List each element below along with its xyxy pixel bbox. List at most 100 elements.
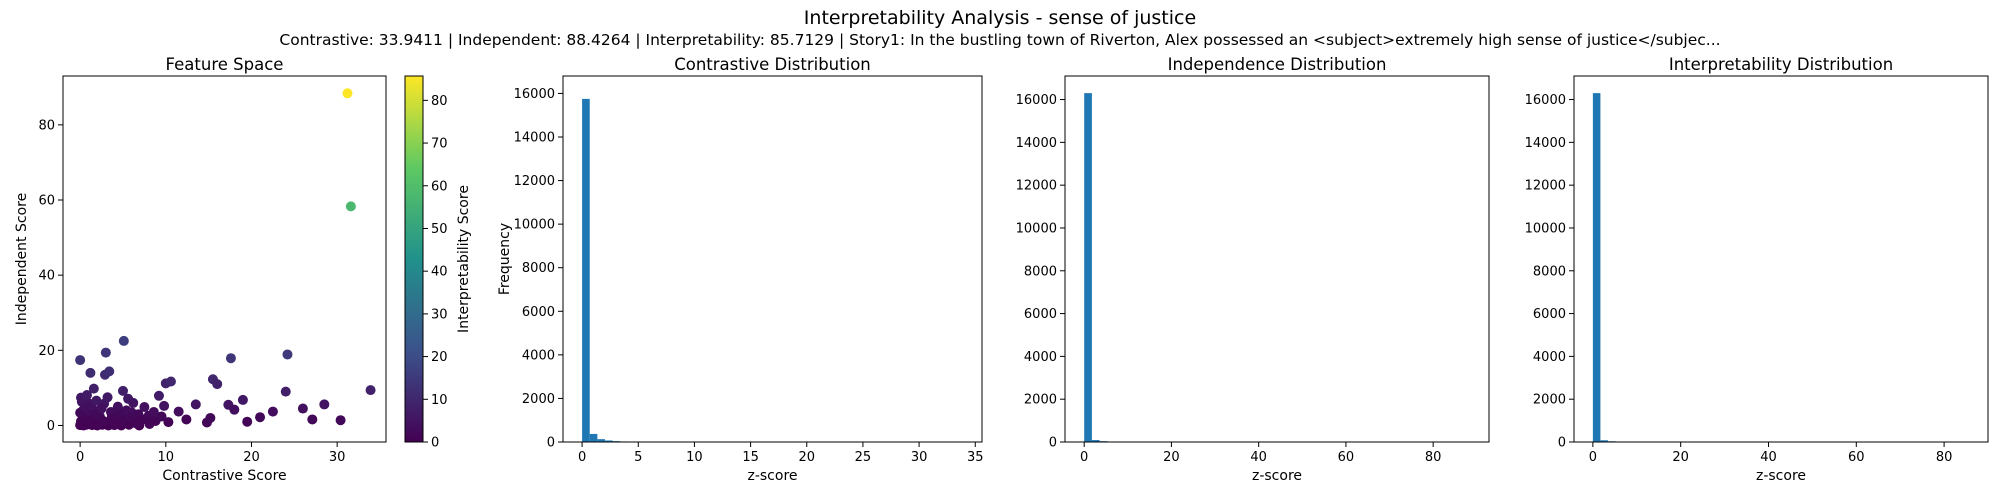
scatter-point xyxy=(148,406,159,417)
scatter-point xyxy=(297,403,308,414)
scatter-point xyxy=(181,414,192,425)
x-tick-label: 40 xyxy=(1250,450,1267,465)
scatter-point xyxy=(85,367,96,378)
y-tick-label: 16000 xyxy=(1525,93,1566,108)
panel-title: Interpretability Distribution xyxy=(1669,55,1893,74)
scatter-point xyxy=(255,412,266,423)
scatter-point xyxy=(102,392,113,403)
scatter-point xyxy=(212,379,223,390)
y-tick-label: 80 xyxy=(38,118,55,133)
colorbar-tick-label: 80 xyxy=(431,94,448,109)
x-tick-label: 0 xyxy=(578,450,586,465)
scatter-point xyxy=(81,390,92,401)
y-tick-label: 12000 xyxy=(1016,179,1057,194)
colorbar-tick-label: 50 xyxy=(431,222,448,237)
colorbar-tick-label: 60 xyxy=(431,179,448,194)
colorbar-tick-label: 40 xyxy=(431,265,448,280)
y-tick-label: 16000 xyxy=(514,87,555,102)
x-tick-label: 20 xyxy=(798,450,815,465)
x-tick-label: 25 xyxy=(855,450,872,465)
scatter-point xyxy=(335,415,346,426)
figure-title: Interpretability Analysis - sense of jus… xyxy=(803,7,1197,29)
scatter-point xyxy=(267,406,278,417)
y-tick-label: 2000 xyxy=(522,392,555,407)
x-tick-label: 40 xyxy=(1760,450,1777,465)
colorbar-tick-label: 30 xyxy=(431,307,448,322)
scatter-point xyxy=(88,383,99,394)
x-tick-label: 0 xyxy=(1589,450,1597,465)
scatter-point xyxy=(91,395,102,406)
x-tick-label: 15 xyxy=(742,450,759,465)
y-tick-label: 4000 xyxy=(1024,350,1057,365)
x-tick-label: 80 xyxy=(1425,450,1442,465)
histogram-bar xyxy=(1084,93,1092,443)
colorbar-tick-label: 70 xyxy=(431,137,448,152)
figure-subtitle: Contrastive: 33.9411 | Independent: 88.4… xyxy=(279,31,1721,49)
histogram-bar xyxy=(1600,440,1608,442)
scatter-point xyxy=(104,366,115,377)
scatter-point xyxy=(112,401,123,412)
x-tick-label: 20 xyxy=(1672,450,1689,465)
histogram-panel-interpretability: Interpretability Distribution 0 20 40 60 80 0 2… xyxy=(1525,55,1989,484)
x-tick-label: 80 xyxy=(1936,450,1953,465)
scatter-point xyxy=(100,347,111,358)
scatter-point xyxy=(128,397,139,408)
y-tick-label: 6000 xyxy=(1533,307,1566,322)
scatter-panel-feature-space: Feature Space 0 10 20 30 0 20 40 60 80 Contrastive… xyxy=(14,55,387,484)
y-axis-label: Independent Score xyxy=(14,193,30,325)
colorbar-tick-label: 10 xyxy=(431,393,448,408)
colorbar-gradient xyxy=(405,76,423,442)
scatter-point xyxy=(118,335,129,346)
scatter-point xyxy=(159,400,170,411)
colorbar-label: Interpretability Score xyxy=(456,185,472,333)
y-tick-label: 60 xyxy=(38,194,55,209)
y-tick-label: 2000 xyxy=(1024,393,1057,408)
scatter-point xyxy=(365,385,376,396)
y-tick-label: 14000 xyxy=(1016,136,1057,151)
y-tick-label: 2000 xyxy=(1533,393,1566,408)
panel-title: Independence Distribution xyxy=(1168,55,1387,74)
scatter-point xyxy=(307,414,318,425)
x-tick-label: 30 xyxy=(911,450,928,465)
y-tick-label: 20 xyxy=(38,344,55,359)
colorbar-tick-label: 0 xyxy=(431,436,439,451)
colorbar: 0 10 20 30 40 50 60 70 80 Interpretability Score xyxy=(404,75,472,451)
y-tick-label: 8000 xyxy=(1533,264,1566,279)
scatter-point xyxy=(225,353,236,364)
y-tick-label: 6000 xyxy=(1024,307,1057,322)
x-tick-label: 5 xyxy=(634,450,642,465)
panel-title: Feature Space xyxy=(166,55,284,74)
x-axis-label: z-score xyxy=(1252,468,1302,484)
x-tick-label: 35 xyxy=(967,450,984,465)
scatter-point xyxy=(242,416,253,427)
x-tick-label: 60 xyxy=(1848,450,1865,465)
scatter-point xyxy=(190,399,201,410)
y-tick-label: 14000 xyxy=(514,131,555,146)
histogram-bar xyxy=(1592,93,1601,443)
x-axis-label: z-score xyxy=(1756,468,1806,484)
scatter-point xyxy=(156,411,167,422)
scatter-point xyxy=(139,402,150,413)
y-tick-label: 10000 xyxy=(514,218,555,233)
x-tick-label: 60 xyxy=(1338,450,1355,465)
y-tick-label: 16000 xyxy=(1016,93,1057,108)
scatter-point xyxy=(342,88,353,99)
x-tick-label: 10 xyxy=(158,450,175,465)
scatter-point xyxy=(237,394,248,405)
histogram-panel-contrastive: Contrastive Distribution 0 5 10 15 20 25 30 35 0 2… xyxy=(497,55,984,484)
scatter-point xyxy=(229,404,240,415)
x-tick-label: 0 xyxy=(76,450,84,465)
y-tick-label: 4000 xyxy=(1533,350,1566,365)
histogram-bar xyxy=(597,439,605,442)
scatter-point xyxy=(280,386,291,397)
histogram-bar xyxy=(604,440,613,442)
panel-title: Contrastive Distribution xyxy=(674,55,871,74)
y-tick-label: 12000 xyxy=(514,174,555,189)
scatter-point xyxy=(173,406,184,417)
x-tick-label: 0 xyxy=(1080,450,1088,465)
histogram-bar xyxy=(589,433,598,442)
scatter-point xyxy=(96,403,107,414)
y-tick-label: 0 xyxy=(1049,436,1057,451)
y-axis-label: Frequency xyxy=(497,223,513,295)
